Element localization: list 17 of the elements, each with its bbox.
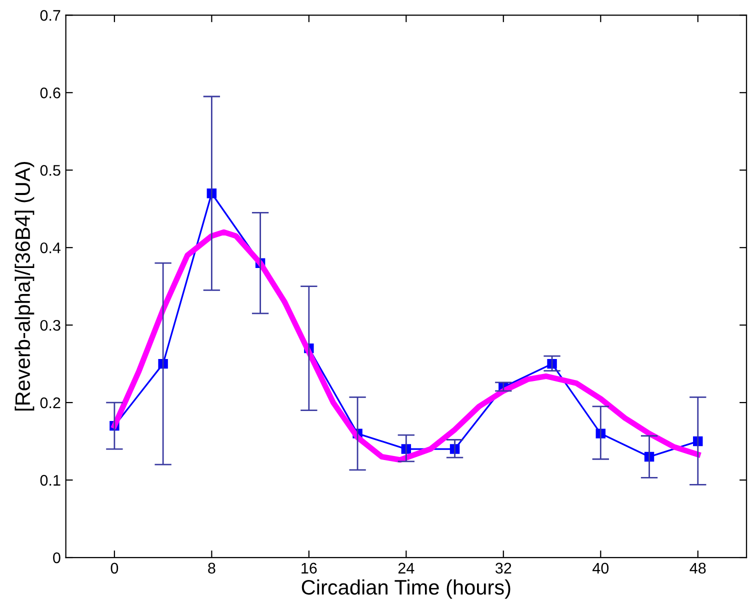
x-tick-label: 0 [110, 562, 118, 574]
y-tick-label: 0 [53, 552, 60, 564]
y-tick-label: 0.7 [40, 10, 60, 21]
y-tick-label: 0.1 [40, 474, 60, 486]
y-tick-label: 0.5 [40, 164, 60, 176]
y-tick-label: 0.4 [40, 242, 61, 254]
x-axis-title: Circadian Time (hours) [302, 579, 510, 599]
y-tick-label: 0.6 [40, 88, 60, 98]
x-tick-label: 48 [690, 562, 706, 574]
x-tick-label: 16 [302, 562, 317, 574]
x-tick-label: 24 [398, 562, 414, 574]
x-tick-label: 40 [592, 562, 609, 574]
y-axis-title: [Reverb-alpha]/[36B4] (UA) [14, 162, 34, 410]
x-tick-label: 32 [495, 562, 512, 574]
x-tick-label: 8 [208, 562, 216, 574]
y-tick-label: 0.2 [40, 397, 60, 408]
y-tick-label: 0.3 [40, 320, 60, 331]
